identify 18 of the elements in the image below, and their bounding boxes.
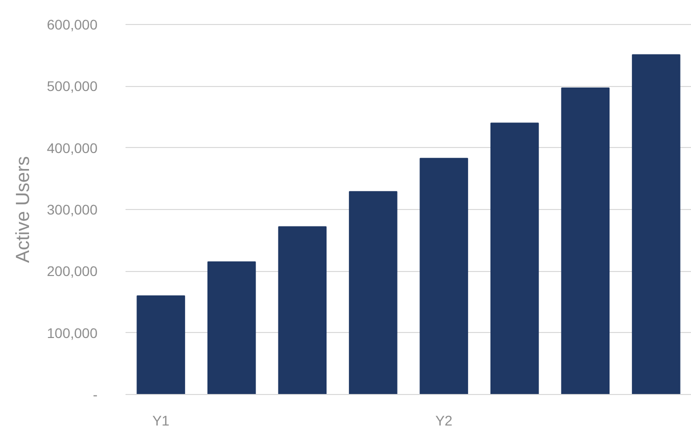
bar: [420, 158, 468, 394]
bar: [278, 226, 327, 394]
bar: [561, 88, 610, 394]
x-tick-label: Y2: [435, 412, 453, 428]
y-tick-label: 500,000: [46, 78, 98, 94]
bar: [136, 295, 186, 394]
y-axis-title: Active Users: [12, 156, 34, 263]
y-tick-label: 400,000: [46, 140, 98, 156]
y-tick-label: -: [92, 386, 98, 402]
y-tick-label: 300,000: [46, 202, 98, 218]
bar: [348, 191, 398, 394]
y-tick-label: 200,000: [46, 263, 98, 280]
y-tick-label: 100,000: [46, 324, 98, 341]
bar: [207, 261, 256, 394]
bar: [632, 54, 680, 394]
bar: [490, 122, 539, 394]
y-tick-label: 600,000: [46, 16, 98, 32]
x-tick-label: Y1: [152, 412, 170, 428]
